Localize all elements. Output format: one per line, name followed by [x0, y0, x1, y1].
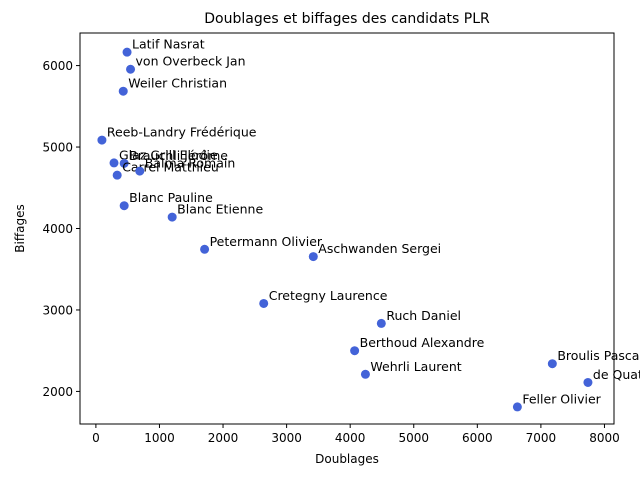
data-point	[200, 244, 210, 254]
y-axis-label: Biffages	[13, 204, 27, 252]
x-tick-label: 5000	[398, 431, 429, 445]
data-point	[97, 135, 107, 145]
data-point	[112, 170, 122, 180]
y-tick-label: 6000	[42, 59, 73, 73]
data-point	[259, 298, 269, 308]
data-point-label: Carrel Matthieu	[122, 160, 219, 175]
x-tick-label: 0	[92, 431, 100, 445]
data-point-label: Berthoud Alexandre	[360, 335, 485, 350]
x-tick-label: 2000	[208, 431, 239, 445]
data-point-label: Ruch Daniel	[386, 308, 461, 323]
x-tick-label: 4000	[335, 431, 366, 445]
data-point	[122, 47, 132, 57]
x-tick-label: 6000	[462, 431, 493, 445]
data-point-label: Weiler Christian	[128, 76, 227, 91]
x-tick-label: 8000	[589, 431, 620, 445]
data-point-label: Brauchli Jérôme	[129, 148, 228, 163]
data-point	[119, 201, 129, 211]
y-tick-label: 3000	[42, 303, 73, 317]
data-point-label: Petermann Olivier	[210, 234, 323, 249]
x-axis: 0 1000 2000 3000 4000 5000 6000 7000 8000	[92, 424, 620, 445]
data-point-label: Wehrli Laurent	[370, 359, 461, 374]
x-tick-label: 3000	[271, 431, 302, 445]
data-point	[512, 402, 522, 412]
data-point-label: Aschwanden Sergei	[318, 241, 441, 256]
x-axis-label: Doublages	[315, 452, 379, 466]
data-point	[167, 212, 177, 222]
data-point	[119, 158, 129, 168]
data-point-label: Feller Olivier	[522, 391, 601, 406]
data-point-label: Latif Nasrat	[132, 37, 205, 52]
y-axis: 2000 3000 4000 5000 6000	[42, 59, 80, 399]
y-tick-label: 5000	[42, 141, 73, 155]
data-point	[118, 86, 128, 96]
y-tick-label: 2000	[42, 385, 73, 399]
data-point-label: Blanc Pauline	[129, 190, 213, 205]
data-point	[135, 166, 145, 176]
data-point-label: Blanc Etienne	[177, 202, 263, 217]
data-point-label: von Overbeck Jan	[136, 54, 246, 69]
data-point-label: Glaz Grill Elodie	[119, 147, 218, 162]
data-point-label: Reeb-Landry Frédérique	[107, 125, 257, 140]
data-point	[308, 252, 318, 262]
x-tick-label: 7000	[526, 431, 557, 445]
data-point	[126, 64, 136, 74]
data-point	[547, 359, 557, 369]
data-point	[360, 369, 370, 379]
data-point	[583, 377, 593, 387]
data-point	[350, 346, 360, 356]
data-points: Latif Nasrat von Overbeck Jan Weiler Chris…	[97, 37, 640, 412]
data-point-label: de Quattro Jacqueline	[593, 367, 640, 382]
data-point-label: Broulis Pascal	[557, 348, 640, 363]
data-point	[376, 318, 386, 328]
y-tick-label: 4000	[42, 222, 73, 236]
x-tick-label: 1000	[144, 431, 175, 445]
data-point-label: Balma Romain	[145, 156, 236, 171]
plot-frame	[79, 32, 615, 425]
data-point-label: Cretegny Laurence	[269, 288, 388, 303]
data-point	[109, 158, 119, 168]
chart-title: Doublages et biffages des candidats PLR	[204, 11, 490, 27]
